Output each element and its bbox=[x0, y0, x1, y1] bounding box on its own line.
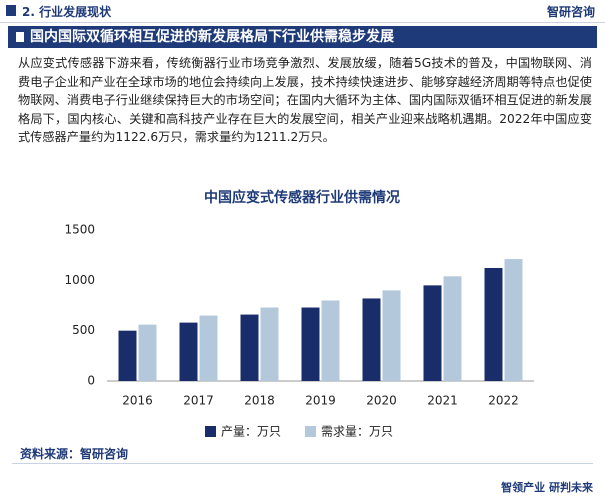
section-title: 2. 行业发展现状 bbox=[22, 5, 112, 19]
bar bbox=[301, 307, 320, 381]
legend-swatch bbox=[205, 426, 216, 437]
bar bbox=[260, 307, 279, 381]
source: 资料来源：智研咨询 bbox=[20, 447, 129, 461]
bar bbox=[484, 267, 503, 381]
legend-swatch bbox=[305, 426, 316, 437]
x-tick-label: 2016 bbox=[122, 394, 153, 408]
x-tick-label: 2020 bbox=[366, 394, 397, 408]
x-tick-label: 2019 bbox=[305, 394, 336, 408]
bar bbox=[118, 330, 137, 381]
slogan: 智领产业 研判未来 bbox=[501, 481, 593, 494]
bar bbox=[362, 298, 381, 381]
divider bbox=[12, 463, 593, 464]
chart: 中国应变式传感器行业供需情况 0 500 1000 1500 2016 2017 2018 2… bbox=[64, 189, 534, 439]
header: 2. 行业发展现状 智研咨询 bbox=[0, 0, 605, 23]
bar bbox=[382, 290, 401, 381]
banner: 国内国际双循环相互促进的新发展格局下行业供需稳步发展 bbox=[8, 26, 597, 48]
bar bbox=[443, 276, 462, 381]
banner-text: 国内国际双循环相互促进的新发展格局下行业供需稳步发展 bbox=[30, 29, 394, 45]
legend-label: 需求量：万只 bbox=[321, 425, 393, 439]
y-tick-label: 500 bbox=[72, 323, 95, 337]
logo: 智研咨询 bbox=[546, 5, 595, 19]
header-icon bbox=[6, 5, 16, 16]
y-tick-label: 0 bbox=[87, 374, 95, 388]
bar bbox=[179, 322, 198, 381]
bar bbox=[504, 259, 523, 381]
bar bbox=[240, 314, 259, 381]
bar bbox=[138, 324, 157, 381]
x-tick-label: 2021 bbox=[427, 394, 458, 408]
bar bbox=[199, 315, 218, 381]
bar bbox=[321, 300, 340, 381]
paragraph: 从应变式传感器下游来看，传统衡器行业市场竞争激烈、发展放缓，随着5G技术的普及，… bbox=[18, 56, 592, 144]
banner-icon bbox=[16, 32, 24, 42]
x-tick-label: 2022 bbox=[488, 394, 519, 408]
y-tick-label: 1500 bbox=[64, 223, 95, 237]
bar bbox=[423, 285, 442, 381]
legend-label: 产量：万只 bbox=[221, 425, 281, 439]
y-tick-label: 1000 bbox=[64, 273, 95, 287]
x-tick-label: 2017 bbox=[183, 394, 214, 408]
footer: 资料来源：智研咨询 智领产业 研判未来 bbox=[0, 445, 605, 500]
x-tick-label: 2018 bbox=[244, 394, 275, 408]
chart-title: 中国应变式传感器行业供需情况 bbox=[204, 189, 400, 206]
